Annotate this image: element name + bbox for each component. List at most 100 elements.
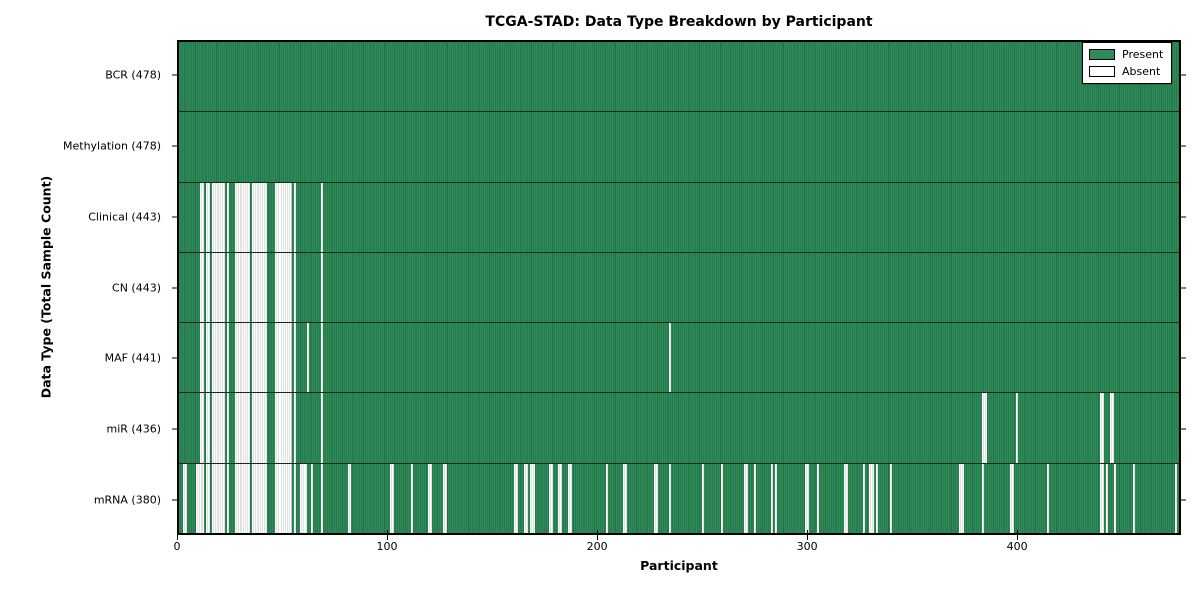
absent-stripe (863, 463, 866, 533)
absent-stripe (310, 463, 313, 533)
plot-area (177, 40, 1181, 535)
y-tick-label: CN (443) (112, 281, 161, 294)
absent-stripe (549, 463, 554, 533)
x-tick-mark (177, 530, 178, 540)
absent-stripe (844, 463, 849, 533)
absent-stripe (199, 323, 205, 393)
absent-stripe (653, 463, 659, 533)
heatmap-row-cn (179, 252, 1179, 324)
absent-stripe (252, 182, 267, 252)
y-tick-mark (172, 145, 177, 147)
y-tick-mark (1181, 287, 1186, 288)
absent-stripe (235, 182, 251, 252)
x-tick-label: 0 (173, 540, 181, 553)
absent-stripe (875, 463, 878, 533)
absent-stripe (212, 393, 226, 463)
absent-stripe (321, 323, 324, 393)
absent-stripe (294, 463, 297, 533)
absent-stripe (206, 182, 211, 252)
y-tick-mark (172, 74, 177, 76)
absent-stripe (252, 463, 267, 533)
absent-stripe (275, 323, 292, 393)
absent-stripe (294, 252, 297, 323)
x-axis-label: Participant (640, 558, 718, 573)
absent-stripe (212, 252, 226, 323)
heatmap-row-bcr (179, 42, 1179, 113)
y-tick-label: mRNA (380) (93, 493, 161, 507)
legend-absent-label: Absent (1122, 65, 1161, 78)
absent-stripe (427, 463, 433, 533)
absent-stripe (390, 463, 395, 533)
absent-stripe (1099, 463, 1104, 533)
absent-stripe (754, 463, 757, 533)
absent-stripe (622, 463, 627, 533)
heatmap-rows (179, 42, 1179, 533)
y-tick-mark (172, 287, 177, 288)
absent-stripe (1105, 463, 1108, 533)
absent-stripe (1009, 463, 1014, 533)
y-tick-labels: BCR (478) Methylation (478) Clinical (443)… (0, 40, 169, 535)
heatmap-row-clinical (179, 182, 1179, 253)
y-tick-mark (172, 428, 177, 430)
y-tick-mark (172, 216, 177, 218)
absent-stripe (442, 463, 447, 533)
absent-stripe (275, 182, 292, 252)
absent-stripe (199, 252, 205, 323)
absent-stripe (227, 463, 230, 533)
absent-stripe (235, 463, 251, 533)
absent-stripe (1132, 463, 1136, 533)
absent-stripe (235, 323, 251, 393)
absent-stripe (702, 463, 705, 533)
x-tick-label: 400 (1006, 540, 1028, 553)
x-tick-label: 300 (796, 540, 818, 553)
y-tick-label: BCR (478) (105, 68, 161, 82)
absent-swatch-icon (1089, 66, 1115, 77)
legend-present-label: Present (1122, 48, 1164, 61)
y-tick-label: miR (436) (106, 422, 162, 436)
chart-title: TCGA-STAD: Data Type Breakdown by Partic… (485, 14, 873, 30)
absent-stripe (275, 463, 292, 533)
absent-stripe (212, 463, 226, 533)
absent-stripe (199, 393, 205, 463)
absent-stripe (743, 463, 749, 533)
y-tick-mark (1181, 499, 1186, 501)
absent-stripe (294, 393, 297, 463)
absent-stripe (321, 463, 324, 533)
absent-stripe (605, 463, 608, 533)
absent-stripe (206, 323, 211, 393)
legend-item-present: Present (1089, 48, 1163, 61)
y-tick-label: Clinical (443) (88, 210, 161, 224)
absent-stripe (1015, 393, 1018, 463)
absent-stripe (321, 182, 324, 252)
absent-stripe (275, 252, 292, 323)
absent-stripe (1174, 463, 1177, 533)
x-tick-mark (387, 530, 389, 540)
absent-stripe (227, 252, 230, 323)
absent-stripe (720, 463, 723, 533)
absent-stripe (804, 463, 809, 533)
absent-stripe (959, 463, 964, 533)
present-swatch-icon (1089, 49, 1115, 60)
absent-stripe (252, 393, 267, 463)
absent-stripe (294, 323, 297, 393)
absent-stripe (771, 463, 774, 533)
x-tick-label: 200 (586, 540, 608, 553)
absent-stripe (206, 393, 211, 463)
absent-stripe (321, 252, 324, 323)
heatmap-row-mir (179, 393, 1179, 464)
absent-stripe (1047, 463, 1050, 533)
absent-stripe (300, 463, 307, 533)
absent-stripe (513, 463, 518, 533)
absent-stripe (227, 323, 230, 393)
absent-stripe (869, 463, 874, 533)
absent-stripe (321, 393, 324, 463)
absent-stripe (235, 252, 251, 323)
y-tick-mark (1181, 74, 1186, 76)
heatmap-row-mrna (179, 463, 1179, 533)
y-tick-mark (172, 357, 177, 359)
absent-stripe (524, 463, 529, 533)
absent-stripe (199, 182, 205, 252)
absent-stripe (530, 463, 535, 533)
legend: Present Absent (1082, 42, 1173, 84)
